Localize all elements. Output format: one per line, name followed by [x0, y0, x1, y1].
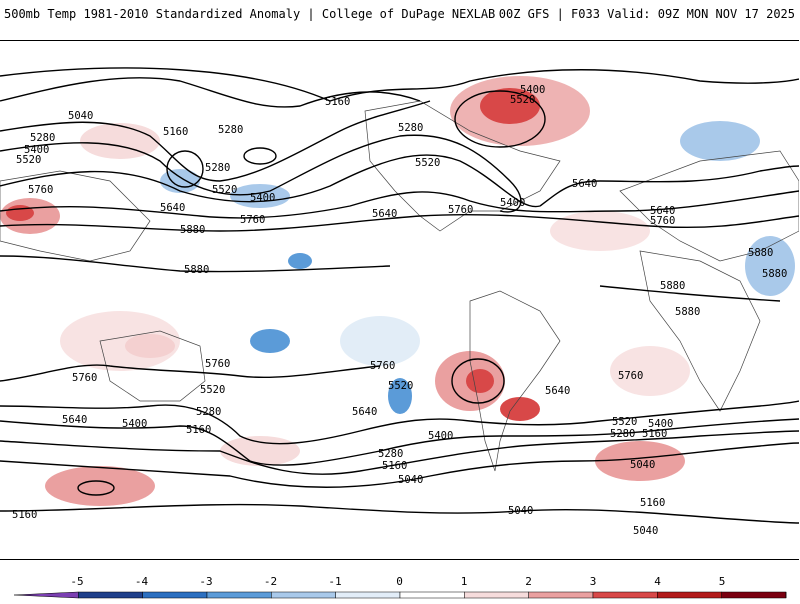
contour-label: 5280: [196, 406, 221, 418]
contour-label: 5640: [572, 178, 597, 190]
anomaly-colorbar: -5 -4 -3 -2 -1 0 1 2 3 4 5: [0, 570, 800, 600]
contour-label: 5640: [62, 414, 87, 426]
colorbar-tick-label: 3: [590, 575, 597, 588]
colorbar-tick-label: -2: [264, 575, 277, 588]
contour-label: 5400: [122, 418, 147, 430]
contour-label: 5880: [180, 224, 205, 236]
contour-label: 5520: [16, 154, 41, 166]
contour-label: 5760: [72, 372, 97, 384]
colorbar-tick-label: 2: [525, 575, 532, 588]
colorbar-segment: [592, 591, 658, 599]
colorbar-tick-labels: -5 -4 -3 -2 -1 0 1 2 3 4 5: [70, 575, 725, 588]
contour-label: 5160: [382, 460, 407, 472]
colorbar-tick-label: 1: [461, 575, 468, 588]
contour-label: 5160: [325, 96, 350, 108]
contour-label: 5400: [250, 192, 275, 204]
contour-label: 5880: [660, 280, 685, 292]
contour-label: 5760: [448, 204, 473, 216]
contour-label: 5640: [372, 208, 397, 220]
contour-label: 5880: [762, 268, 787, 280]
colorbar-segment: [399, 591, 465, 599]
colorbar-tick-label: -3: [199, 575, 212, 588]
contour-label: 5880: [184, 264, 209, 276]
contour-label: 5760: [370, 360, 395, 372]
contour-label: 5520: [612, 416, 637, 428]
contour-label: 5520: [200, 384, 225, 396]
contour-label: 5160: [640, 497, 665, 509]
height-contours: [0, 67, 799, 524]
map-panel[interactable]: 5040 5160 5160 5280 5280 5400 5520 5280 …: [0, 40, 799, 560]
colorbar-segment: [78, 591, 143, 599]
colorbar-segment: [528, 591, 594, 599]
contour-label: 5400: [24, 144, 49, 156]
contour-label: 5280: [398, 122, 423, 134]
contour-label: 5160: [163, 126, 188, 138]
model-run-info: 00Z GFS | F033 Valid: 09Z MON NOV 17 202…: [498, 7, 795, 21]
colorbar-segment: [142, 591, 208, 599]
contour-label: 5760: [240, 214, 265, 226]
colorbar-segment: [13, 591, 79, 599]
contour-label: 5280: [30, 132, 55, 144]
contour-label: 5400: [648, 418, 673, 430]
colorbar-segment: [335, 591, 401, 599]
colorbar-segment: [721, 591, 787, 599]
contour-label: 5280: [378, 448, 403, 460]
colorbar-tick-label: 5: [719, 575, 726, 588]
world-map: 5040 5160 5160 5280 5280 5400 5520 5280 …: [0, 67, 799, 537]
contour-label: 5040: [68, 110, 93, 122]
contour-label: 5400: [520, 84, 545, 96]
contour-label: 5280: [610, 428, 635, 440]
contour-label: 5040: [398, 474, 423, 486]
colorbar-segment: [464, 591, 529, 599]
contour-label: 5520: [388, 380, 413, 392]
contour-label: 5880: [675, 306, 700, 318]
contour-label: 5520: [510, 94, 535, 106]
contour-label: 5400: [500, 197, 525, 209]
contour-label: 5040: [630, 459, 655, 471]
contour-label: 5400: [428, 430, 453, 442]
header-bar: 500mb Temp 1981-2010 Standardized Anomal…: [0, 0, 800, 30]
contour-label: 5040: [633, 525, 658, 537]
contour-label: 5760: [618, 370, 643, 382]
contour-label: 5040: [508, 505, 533, 517]
colorbar-tick-label: -5: [70, 575, 83, 588]
contour-label: 5640: [160, 202, 185, 214]
contour-label: 5160: [186, 424, 211, 436]
contour-label: 5280: [205, 162, 230, 174]
contour-label: 5160: [642, 428, 667, 440]
contour-label: 5760: [28, 184, 53, 196]
contour-label: 5160: [12, 509, 37, 521]
map-title: 500mb Temp 1981-2010 Standardized Anomal…: [4, 7, 496, 21]
contour-label: 5520: [212, 184, 237, 196]
colorbar-segments: [13, 591, 787, 599]
colorbar-tick-label: 4: [654, 575, 661, 588]
colorbar-segment: [657, 591, 722, 599]
colorbar-tick-label: -1: [328, 575, 341, 588]
contour-label: 5640: [650, 205, 675, 217]
contour-label: 5760: [650, 215, 675, 227]
contour-label: 5280: [218, 124, 243, 136]
colorbar-tick-label: 0: [396, 575, 403, 588]
contour-label: 5640: [352, 406, 377, 418]
contour-labels: 5040 5160 5160 5280 5280 5400 5520 5280 …: [12, 84, 787, 537]
contour-label: 5880: [748, 247, 773, 259]
contour-label: 5640: [545, 385, 570, 397]
colorbar-segment: [271, 591, 336, 599]
contour-label: 5520: [415, 157, 440, 169]
contour-label: 5760: [205, 358, 230, 370]
colorbar-graphic: -5 -4 -3 -2 -1 0 1 2 3 4 5: [13, 575, 787, 599]
colorbar-tick-label: -4: [135, 575, 149, 588]
colorbar-segment: [206, 591, 272, 599]
